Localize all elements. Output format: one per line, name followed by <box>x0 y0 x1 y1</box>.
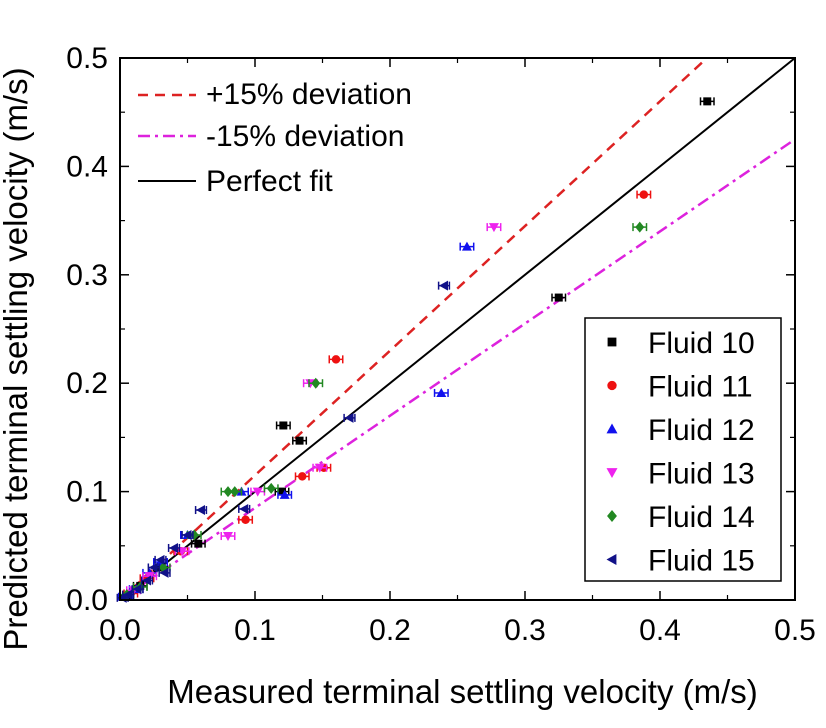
x-axis-label: Measured terminal settling velocity (m/s… <box>167 673 758 710</box>
reference-line-0 <box>119 57 708 601</box>
y-axis-label: Predicted terminal settling velocity (m/… <box>0 67 34 650</box>
data-point <box>194 539 203 548</box>
data-point <box>169 542 178 553</box>
data-point <box>142 575 151 586</box>
y-tick-label: 0.5 <box>66 42 108 75</box>
legend-label-2: Fluid 11 <box>648 371 753 404</box>
data-point <box>279 489 290 499</box>
data-point <box>703 97 712 106</box>
y-tick-label: 0.0 <box>66 584 108 617</box>
data-point <box>132 584 142 595</box>
data-point <box>252 487 263 497</box>
data-point <box>635 221 645 233</box>
series-fluid-13 <box>126 223 502 596</box>
series-legend: Fluid 10 Fluid 11 Fluid 12 Fluid 13 Fluid 14… <box>584 317 782 582</box>
data-point <box>488 223 499 233</box>
data-point <box>436 387 447 397</box>
data-point <box>439 280 448 291</box>
legend-label-4: Fluid 13 <box>648 458 755 491</box>
reference-line-1 <box>119 138 796 602</box>
x-tick-label: 0.5 <box>774 614 816 647</box>
data-point <box>331 355 341 364</box>
data-point <box>182 529 192 540</box>
axis-ticks: 0.00.0 0.1 0.1 0.2 0.2 0.3 0.3 0.4 0.4 0.5 0.5 <box>66 42 816 647</box>
y-tick-label: 0.4 <box>66 150 108 183</box>
data-point <box>639 190 649 199</box>
data-point <box>278 487 286 496</box>
data-point <box>223 532 233 542</box>
data-point <box>344 412 354 423</box>
x-tick-label: 0.1 <box>234 614 276 647</box>
data-markers <box>116 97 715 603</box>
legend-label-minus15: -15% deviation <box>206 120 404 153</box>
x-tick-label: 0.0 <box>99 614 141 647</box>
x-tick-label: 0.4 <box>639 614 681 647</box>
x-tick-label: 0.2 <box>369 614 411 647</box>
data-point <box>314 463 325 473</box>
data-point <box>189 529 199 541</box>
data-point <box>159 567 169 578</box>
y-tick-label: 0.1 <box>66 476 108 509</box>
data-point <box>155 554 165 565</box>
legend-label-perfect-fit: Perfect fit <box>206 165 333 198</box>
legend-label-5: Fluid 14 <box>648 501 755 534</box>
data-point <box>230 486 240 498</box>
data-point <box>148 562 158 573</box>
data-point <box>295 436 304 445</box>
legend-marker-1 <box>607 337 617 347</box>
data-point <box>241 515 250 525</box>
data-point <box>298 472 307 481</box>
legend-marker-5 <box>607 509 617 523</box>
data-point <box>554 293 563 302</box>
y-tick-label: 0.3 <box>66 259 108 292</box>
line-legend: +15% deviation -15% deviation Perfect fi… <box>138 78 412 198</box>
legend-label-6: Fluid 15 <box>648 545 755 578</box>
legend-label-plus15: +15% deviation <box>206 78 412 111</box>
legend-marker-4 <box>606 468 618 478</box>
series-fluid-15 <box>116 280 451 603</box>
data-point <box>311 377 321 389</box>
legend-marker-2 <box>607 380 617 391</box>
data-point <box>266 482 276 494</box>
reference-lines <box>119 57 796 602</box>
legend-label-1: Fluid 10 <box>648 327 755 360</box>
data-point <box>239 503 249 514</box>
series-legend-frame <box>584 317 782 582</box>
reference-line-2 <box>119 57 796 601</box>
data-point <box>196 505 205 516</box>
x-tick-label: 0.3 <box>504 614 546 647</box>
data-point <box>279 421 288 430</box>
y-tick-label: 0.2 <box>66 367 108 400</box>
legend-marker-3 <box>606 423 618 434</box>
series-fluid-11 <box>123 190 652 598</box>
legend-label-3: Fluid 12 <box>648 414 755 447</box>
data-point <box>461 241 472 251</box>
legend-marker-6 <box>606 554 617 565</box>
